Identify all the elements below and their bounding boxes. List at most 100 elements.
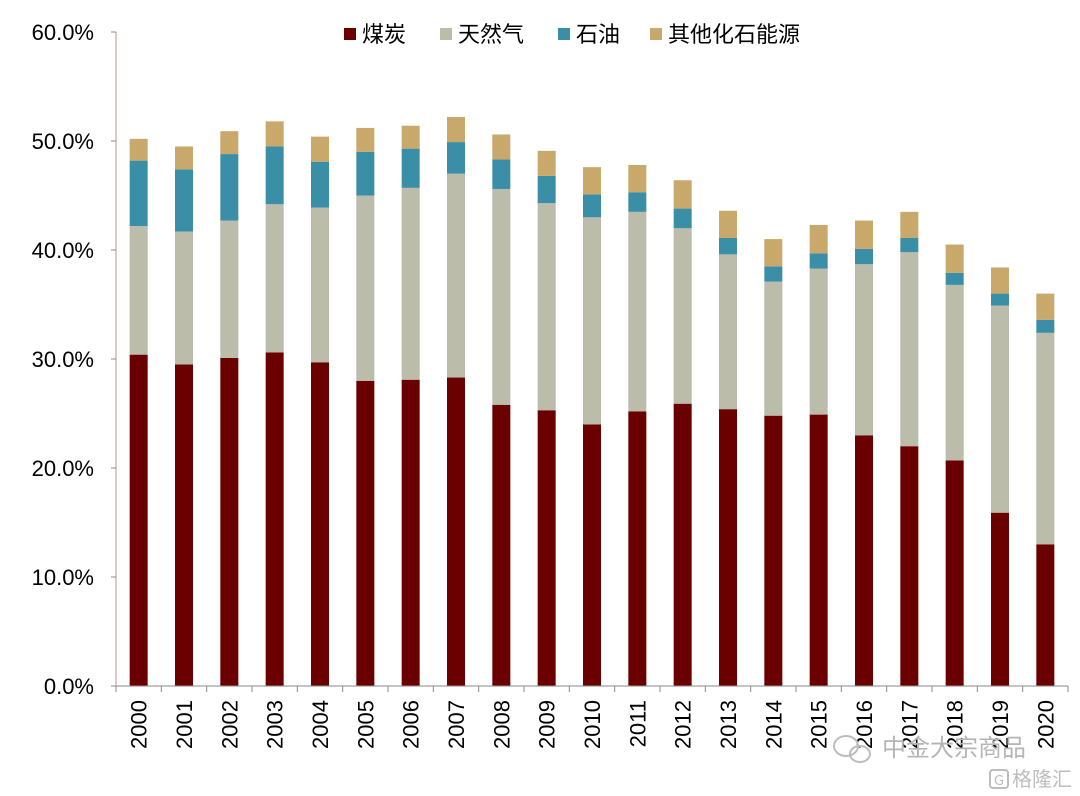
bar-segment-2018-3 [945, 244, 964, 273]
bar-segment-2007-1 [447, 173, 465, 378]
bar-segment-2014-1 [764, 281, 783, 416]
bar-segment-2018-0 [945, 460, 964, 686]
legend-label-0: 煤炭 [362, 23, 406, 48]
bar-segment-2004-3 [311, 136, 329, 162]
bar-segment-2020-3 [1036, 293, 1055, 320]
bar-segment-2011-1 [628, 211, 647, 412]
y-tick-label: 20.0% [32, 456, 94, 481]
bar-segment-2001-3 [175, 146, 193, 170]
bar-segment-2006-3 [401, 125, 420, 149]
x-tick-label: 2018 [943, 700, 968, 749]
y-tick-label: 30.0% [32, 347, 94, 372]
axes-layer: 0.0% 10.0% 20.0% 30.0% 40.0% 50.0% 60.0% 2000 20… [32, 20, 1069, 749]
x-tick-label: 2000 [127, 700, 152, 749]
bar-segment-2019-1 [991, 305, 1009, 513]
bar-segment-2017-2 [900, 238, 919, 253]
bar-segment-2002-1 [220, 220, 239, 358]
bar-segment-2016-0 [855, 435, 873, 686]
bar-segment-2015-2 [809, 253, 828, 269]
bar-segment-2001-1 [175, 231, 193, 365]
bar-segment-2017-0 [900, 446, 919, 686]
bar-segment-2019-3 [991, 267, 1009, 294]
x-tick-label: 2005 [353, 700, 378, 749]
bar-segment-2015-0 [809, 414, 828, 686]
legend-label-1: 天然气 [458, 23, 524, 48]
bar-segment-2016-2 [855, 248, 873, 265]
bars-layer [129, 117, 1055, 686]
bar-segment-2020-0 [1036, 544, 1055, 686]
bar-segment-2011-0 [628, 411, 647, 686]
x-tick-label: 2014 [761, 700, 786, 749]
bar-segment-2016-3 [855, 220, 873, 249]
bar-segment-2000-2 [129, 160, 148, 227]
y-tick-label: 10.0% [32, 565, 94, 590]
legend-swatch-1 [440, 28, 452, 40]
bar-segment-2015-3 [809, 224, 828, 254]
x-tick-label: 2004 [308, 700, 333, 749]
x-tick-label: 2017 [897, 700, 922, 749]
bar-segment-2002-2 [220, 154, 239, 221]
svg-text:G: G [994, 774, 1004, 789]
bar-segment-2007-2 [447, 142, 465, 174]
bar-segment-2010-1 [583, 217, 601, 425]
bar-segment-2000-3 [129, 138, 148, 161]
bar-segment-2006-2 [401, 148, 420, 188]
x-tick-label: 2011 [625, 700, 650, 747]
x-tick-label: 2003 [263, 700, 288, 749]
bar-segment-2014-3 [764, 239, 783, 267]
bar-segment-2002-3 [220, 131, 239, 155]
x-tick-label: 2015 [807, 700, 832, 749]
bar-segment-2004-2 [311, 161, 329, 208]
legend: 煤炭 天然气 石油 其他化石能源 [344, 23, 800, 48]
y-tick-label: 0.0% [44, 674, 94, 699]
x-tick-label: 2007 [444, 700, 469, 749]
legend-swatch-0 [344, 28, 356, 40]
bar-segment-2000-0 [129, 354, 148, 686]
bar-segment-2008-2 [492, 159, 511, 189]
watermark: 中金大宗商品 G 格隆汇 [833, 734, 1072, 791]
bar-segment-2008-1 [492, 188, 511, 405]
legend-label-2: 石油 [576, 23, 620, 48]
bar-segment-2016-1 [855, 264, 873, 436]
bar-segment-2004-0 [311, 362, 329, 686]
bar-segment-2005-2 [356, 151, 375, 196]
bar-segment-2013-1 [719, 254, 737, 410]
bar-segment-2012-1 [673, 228, 692, 404]
bar-segment-2012-2 [673, 208, 692, 229]
x-tick-label: 2006 [399, 700, 424, 749]
watermark-brand: 格隆汇 [1012, 767, 1072, 791]
legend-swatch-2 [558, 28, 570, 40]
bar-segment-2013-0 [719, 409, 737, 686]
x-tick-label: 2019 [988, 700, 1013, 749]
bar-segment-2012-0 [673, 403, 692, 686]
bar-segment-2005-3 [356, 127, 375, 152]
bar-segment-2009-0 [537, 410, 556, 686]
bar-segment-2001-0 [175, 364, 193, 686]
bar-segment-2015-1 [809, 268, 828, 415]
legend-label-3: 其他化石能源 [668, 23, 800, 48]
bar-segment-2005-0 [356, 380, 375, 686]
bar-segment-2005-1 [356, 195, 375, 381]
bar-segment-2002-0 [220, 357, 239, 686]
bar-segment-2013-3 [719, 210, 737, 239]
bar-segment-2020-1 [1036, 332, 1055, 545]
watermark-text: 中金大宗商品 [882, 734, 1026, 762]
bar-segment-2006-0 [401, 379, 420, 686]
bar-segment-2010-2 [583, 194, 601, 218]
x-tick-label: 2002 [217, 700, 242, 749]
x-tick-label: 2020 [1033, 700, 1058, 749]
bar-segment-2018-1 [945, 284, 964, 461]
bar-segment-2007-3 [447, 117, 465, 143]
y-tick-label: 60.0% [32, 20, 94, 45]
bar-segment-2014-0 [764, 415, 783, 686]
y-tick-label: 40.0% [32, 238, 94, 263]
bar-segment-2012-3 [673, 180, 692, 209]
bar-segment-2009-2 [537, 175, 556, 204]
bar-segment-2019-0 [991, 512, 1009, 686]
bar-segment-2004-1 [311, 207, 329, 363]
x-tick-label: 2008 [489, 700, 514, 749]
bar-segment-2003-0 [265, 352, 284, 686]
gelonghui-logo-icon: G [989, 769, 1009, 789]
wechat-logo-icon [833, 735, 871, 763]
